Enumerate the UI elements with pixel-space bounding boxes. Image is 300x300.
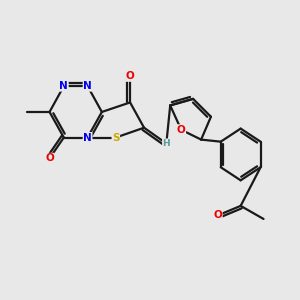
Text: O: O [213, 210, 222, 220]
Text: N: N [59, 81, 68, 91]
Text: S: S [112, 133, 120, 142]
Text: O: O [45, 153, 54, 163]
Text: N: N [83, 133, 92, 142]
Text: O: O [177, 125, 186, 135]
Text: O: O [126, 71, 134, 81]
Text: N: N [83, 81, 92, 91]
Text: H: H [163, 139, 170, 148]
